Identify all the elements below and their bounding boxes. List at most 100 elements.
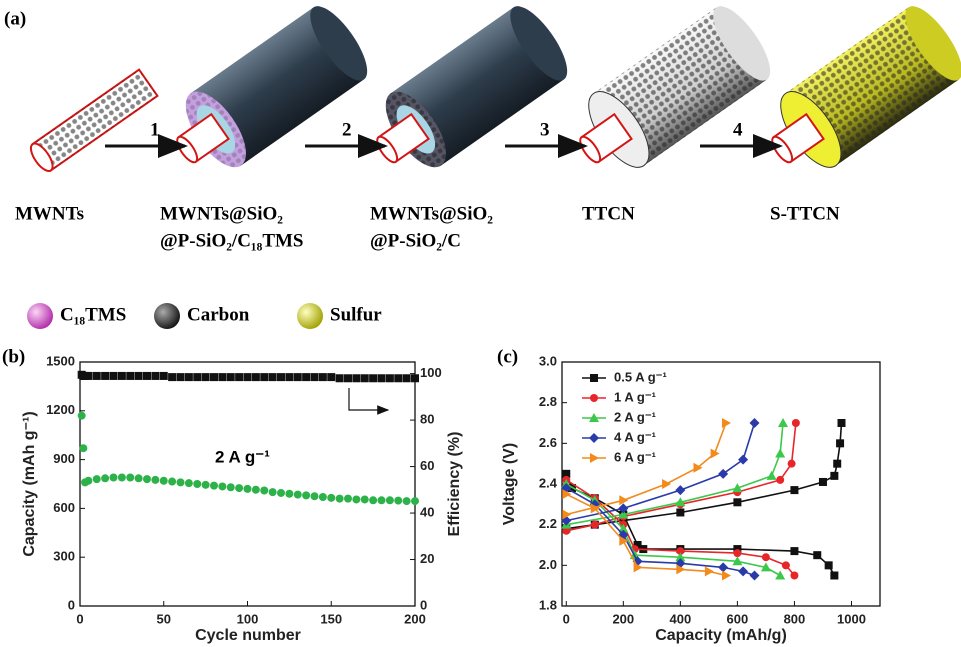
data-point <box>360 495 369 504</box>
data-point <box>778 418 789 427</box>
y2-tick-label: 0 <box>420 597 427 612</box>
carbon-tube-illustration <box>376 6 568 168</box>
data-point <box>377 496 386 505</box>
data-point <box>143 371 151 380</box>
legend-marker <box>590 394 598 402</box>
data-point <box>117 371 126 380</box>
data-point <box>134 474 143 483</box>
step-number: 1 <box>150 119 160 140</box>
data-point <box>618 509 629 519</box>
panel-label: (c) <box>497 346 518 367</box>
data-point <box>126 371 135 380</box>
data-point <box>633 541 642 549</box>
data-point <box>327 373 336 382</box>
data-point <box>218 482 227 491</box>
panel-label: (a) <box>4 8 26 29</box>
data-point <box>277 488 285 497</box>
data-point <box>733 498 742 507</box>
data-point <box>721 418 731 428</box>
data-point <box>733 545 742 554</box>
y-tick-label: 2.4 <box>539 475 558 490</box>
data-point <box>760 562 771 572</box>
data-point <box>335 494 344 503</box>
data-point <box>293 490 302 499</box>
data-point <box>79 444 88 453</box>
data-point <box>218 373 227 382</box>
data-point <box>733 549 742 558</box>
data-point <box>277 373 285 382</box>
y-tick-label: 2.0 <box>539 557 557 572</box>
y2-tick-label: 100 <box>420 365 442 380</box>
y2-tick-label: 60 <box>420 458 434 473</box>
legend-marker <box>590 374 598 382</box>
data-point <box>302 373 311 382</box>
data-point <box>676 508 685 517</box>
data-point <box>749 418 760 428</box>
data-point <box>285 489 294 498</box>
data-point <box>201 480 210 489</box>
data-point <box>710 448 720 459</box>
data-point <box>210 373 218 382</box>
legend-sphere <box>297 303 323 329</box>
data-point <box>619 535 629 546</box>
data-point <box>662 479 672 489</box>
panel-label: (b) <box>2 346 25 367</box>
data-point <box>693 462 703 473</box>
data-point <box>226 483 235 492</box>
data-point <box>676 547 685 556</box>
x-tick-label: 100 <box>237 611 259 626</box>
stage-label: TTCN <box>582 203 635 224</box>
data-point <box>92 475 101 484</box>
legend-marker <box>590 453 599 463</box>
y-tick-label: 900 <box>53 451 75 466</box>
data-point <box>738 566 749 577</box>
step-number: 2 <box>342 119 352 140</box>
data-point <box>193 480 202 488</box>
data-point <box>352 374 361 383</box>
data-point <box>619 495 629 506</box>
data-point <box>327 493 336 502</box>
data-point <box>633 562 643 573</box>
legend-sphere <box>154 303 180 329</box>
data-point <box>775 448 786 458</box>
y2-tick-label: 40 <box>420 504 434 519</box>
data-point <box>776 475 785 484</box>
data-point <box>243 373 252 382</box>
x-tick-label: 0 <box>563 611 570 626</box>
data-point <box>830 471 839 480</box>
x-tick-label: 600 <box>727 611 749 626</box>
data-point <box>210 481 218 490</box>
data-point <box>790 571 799 580</box>
data-point <box>268 373 277 382</box>
data-point <box>732 483 743 493</box>
stage-label: MWNTs@SiO₂ <box>370 203 493 224</box>
data-point <box>293 373 302 382</box>
data-point <box>791 419 800 427</box>
mwnt-illustration <box>29 68 159 172</box>
y-tick-label: 1500 <box>46 353 75 368</box>
data-point <box>285 373 294 382</box>
data-point <box>226 373 235 382</box>
data-point <box>676 564 686 575</box>
x-tick-label: 200 <box>404 611 426 626</box>
x-tick-label: 50 <box>157 611 171 626</box>
y-tick-label: 300 <box>53 549 75 564</box>
data-point <box>377 374 386 383</box>
data-point <box>394 496 403 505</box>
data-point <box>562 489 572 500</box>
data-point <box>718 468 729 479</box>
legend-label: 4 A g⁻¹ <box>614 429 656 444</box>
data-point <box>732 556 743 566</box>
plot-frame <box>79 361 416 607</box>
data-point <box>151 371 160 380</box>
data-point <box>781 561 790 570</box>
data-point <box>184 479 193 488</box>
data-point <box>675 552 686 562</box>
data-point <box>101 474 110 483</box>
data-point <box>824 561 833 570</box>
data-point <box>109 473 118 482</box>
axis-pointer-arrow <box>348 388 390 415</box>
data-point <box>344 374 352 383</box>
legend-sphere <box>27 303 53 329</box>
stage-label: MWNTs <box>15 203 84 224</box>
